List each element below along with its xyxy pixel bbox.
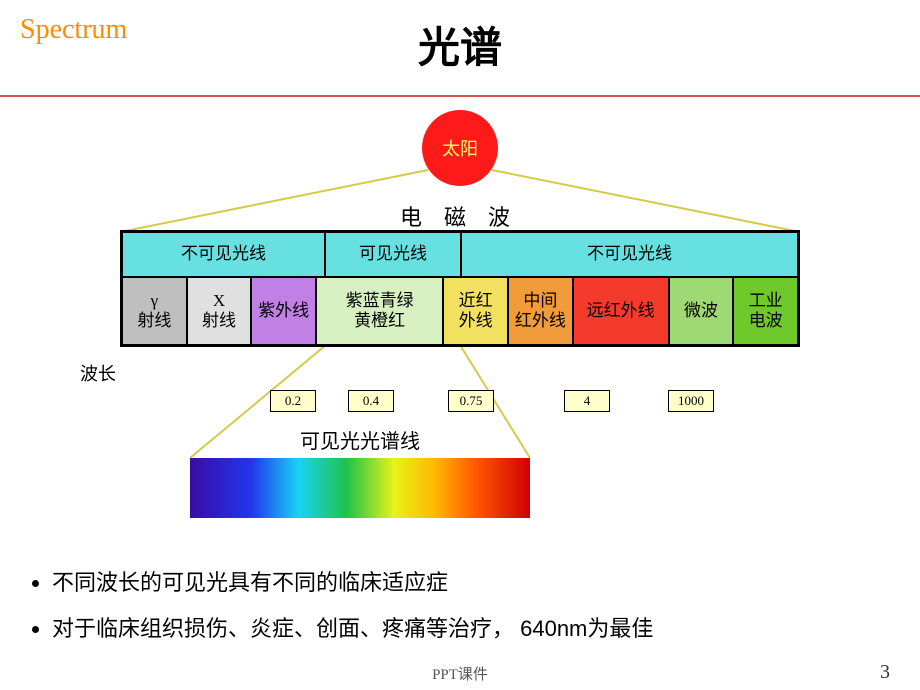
spectrum-band-cell: 紫外线 [251,277,316,345]
em-wave-label: 电磁波 [400,200,532,232]
visible-spectrum-title: 可见光光谱线 [300,425,420,454]
spectrum-table: 不可见光线可见光线不可见光线 γ 射线X 射线紫外线紫蓝青绿 黄橙红近红 外线中… [120,230,800,347]
table-header-cell: 不可见光线 [461,232,798,277]
spectrum-band-cell: 远红外线 [573,277,669,345]
wavelength-marker: 0.2 [270,390,316,412]
wavelength-marker: 0.75 [448,390,494,412]
visible-spectrum-bar [190,458,530,518]
wavelength-marker: 1000 [668,390,714,412]
wavelength-label: 波长 [80,360,116,386]
table-header-cell: 可见光线 [325,232,461,277]
wavelength-marker: 0.4 [348,390,394,412]
table-band-row: γ 射线X 射线紫外线紫蓝青绿 黄橙红近红 外线中间 红外线远红外线微波工业 电… [122,277,798,345]
bullet-item: 不同波长的可见光具有不同的临床适应症 [52,560,884,606]
spectrum-band-cell: 紫蓝青绿 黄橙红 [316,277,443,345]
bullet-list: 不同波长的可见光具有不同的临床适应症 对于临床组织损伤、炎症、创面、疼痛等治疗，… [24,560,884,652]
spectrum-band-cell: 近红 外线 [443,277,508,345]
wavelength-marker: 4 [564,390,610,412]
spectrum-band-cell: X 射线 [187,277,252,345]
sun-label: 太阳 [442,135,478,161]
spectrum-band-cell: 微波 [669,277,734,345]
table-header-cell: 不可见光线 [122,232,325,277]
footer-center: PPT课件 [0,663,920,684]
title-underline [0,95,920,97]
spectrum-band-cell: γ 射线 [122,277,187,345]
page-title: 光谱 [0,14,920,75]
spectrum-band-cell: 中间 红外线 [508,277,573,345]
page-number: 3 [880,661,890,684]
spectrum-band-cell: 工业 电波 [733,277,798,345]
table-header-row: 不可见光线可见光线不可见光线 [122,232,798,277]
sun-circle: 太阳 [422,110,498,186]
bullet-item: 对于临床组织损伤、炎症、创面、疼痛等治疗， 640nm为最佳 [52,606,884,652]
